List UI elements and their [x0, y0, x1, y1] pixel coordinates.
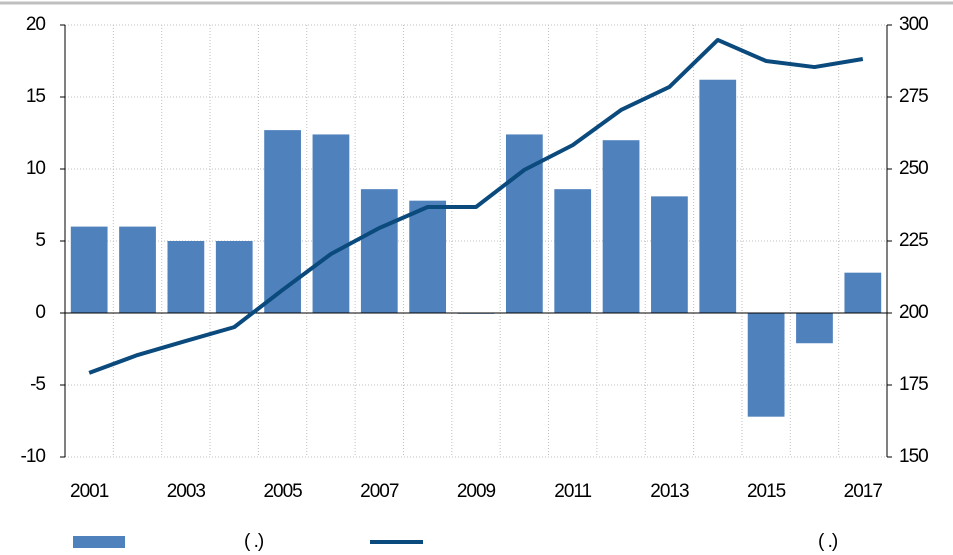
- y-tick-label: 20: [26, 14, 46, 35]
- x-tick-label: 2009: [457, 481, 496, 502]
- x-tick-label: 2005: [263, 481, 302, 502]
- line: [88, 37, 864, 375]
- bar: [651, 196, 688, 313]
- x-tick-label: 2017: [844, 481, 883, 502]
- y2-tick-label: 225: [899, 230, 928, 251]
- y2-tick-label: 150: [899, 446, 928, 467]
- x-tick-label: 2007: [360, 481, 399, 502]
- bar: [699, 79, 737, 313]
- x-tick-label: 2013: [650, 481, 689, 502]
- bar: [844, 272, 882, 313]
- bar: [70, 226, 108, 313]
- legend-swatch: [73, 536, 125, 548]
- bar: [312, 134, 350, 313]
- bar: [264, 130, 301, 313]
- x-tick-label: 2011: [554, 481, 591, 502]
- bar: [554, 189, 592, 313]
- bar: [409, 200, 447, 313]
- bar: [360, 189, 398, 313]
- y2-tick-label: 200: [899, 302, 928, 323]
- x-tick-label: 2001: [70, 481, 109, 502]
- y-tick-label: 0: [35, 302, 45, 323]
- y-tick-label: -5: [30, 374, 45, 395]
- bar: [167, 241, 205, 313]
- x-tick-label: 2015: [747, 481, 786, 502]
- bar: [215, 241, 253, 313]
- bar: [796, 313, 833, 344]
- x-tick-label: 2003: [167, 481, 206, 502]
- y-tick-label: 5: [35, 230, 45, 251]
- y-tick-label: -10: [21, 446, 46, 467]
- y2-tick-label: 275: [899, 86, 928, 107]
- y-tick-label: 15: [26, 86, 46, 107]
- y2-tick-label: 250: [899, 158, 928, 179]
- y-tick-label: 10: [26, 158, 46, 179]
- bar: [602, 140, 640, 313]
- legend-label: ( .): [818, 531, 838, 552]
- y2-tick-label: 175: [899, 374, 928, 395]
- bar: [747, 313, 785, 417]
- bar: [119, 226, 156, 313]
- legend-label: ( .): [244, 531, 264, 552]
- y2-tick-label: 300: [899, 14, 928, 35]
